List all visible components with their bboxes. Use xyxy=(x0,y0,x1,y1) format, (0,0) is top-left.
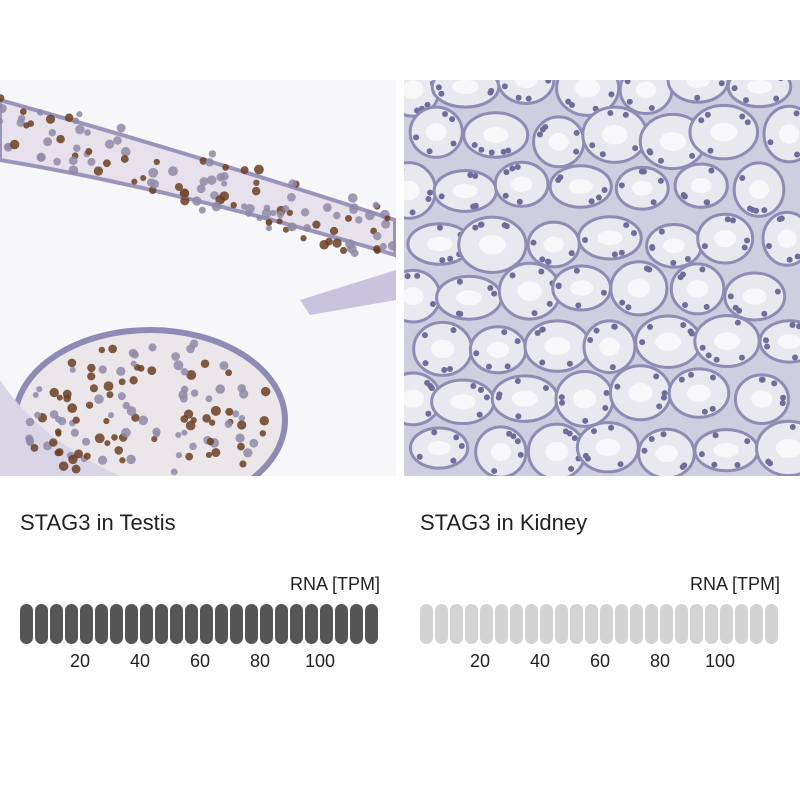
rna-bar-segment xyxy=(630,604,643,644)
tick-label: 100 xyxy=(704,651,736,671)
rna-bar-segment xyxy=(185,604,198,644)
tick-label: 20 xyxy=(69,651,91,671)
rna-bar-segment xyxy=(365,604,378,644)
rna-bar-segment xyxy=(555,604,568,644)
rna-bar-segment xyxy=(65,604,78,644)
rna-bar-segment xyxy=(615,604,628,644)
rna-bar-segment xyxy=(600,604,613,644)
kidney-title: STAG3 in Kidney xyxy=(420,510,588,535)
rna-bar-segment xyxy=(125,604,138,644)
rna-bar-segment xyxy=(690,604,703,644)
rna-bar-segment xyxy=(95,604,108,644)
rna-bar-segment xyxy=(230,604,243,644)
tick-label: 80 xyxy=(249,651,271,671)
rna-bar-segment xyxy=(50,604,63,644)
rna-bar-segment xyxy=(480,604,493,644)
rna-bar-segment xyxy=(735,604,748,644)
rna-bar-segment xyxy=(320,604,333,644)
rna-bar-segment xyxy=(335,604,348,644)
tick-label: 40 xyxy=(529,651,551,671)
rna-bar-segment xyxy=(705,604,718,644)
testis-rna-label: RNA [TPM] xyxy=(289,574,380,594)
tick-label: 40 xyxy=(129,651,151,671)
rna-bar-segment xyxy=(350,604,363,644)
rna-bar-segment xyxy=(660,604,673,644)
rna-bar-segment xyxy=(540,604,553,644)
rna-bar-segment xyxy=(275,604,288,644)
rna-bar-segment xyxy=(290,604,303,644)
rna-bar-segment xyxy=(110,604,123,644)
rna-bar-segment xyxy=(675,604,688,644)
testis-rna-bar xyxy=(20,604,378,644)
kidney-rna-bar xyxy=(420,604,778,644)
kidney-rna-label: RNA [TPM] xyxy=(689,574,780,594)
testis-title: STAG3 in Testis xyxy=(20,510,176,535)
rna-bar-segment xyxy=(35,604,48,644)
rna-bar-segment xyxy=(420,604,433,644)
rna-bar-segment xyxy=(465,604,478,644)
rna-bar-segment xyxy=(450,604,463,644)
testis-tissue-image xyxy=(0,80,396,476)
kidney-ticks: 20 40 60 80 100 xyxy=(420,651,780,673)
rna-bar-segment xyxy=(20,604,33,644)
rna-bar-segment xyxy=(200,604,213,644)
tick-label: 60 xyxy=(189,651,211,671)
rna-bar-segment xyxy=(495,604,508,644)
rna-bar-segment xyxy=(305,604,318,644)
rna-bar-segment xyxy=(155,604,168,644)
tick-label: 20 xyxy=(469,651,491,671)
tick-label: 80 xyxy=(649,651,671,671)
tick-label: 60 xyxy=(589,651,611,671)
rna-bar-segment xyxy=(170,604,183,644)
rna-bar-segment xyxy=(435,604,448,644)
rna-bar-segment xyxy=(245,604,258,644)
rna-bar-segment xyxy=(720,604,733,644)
testis-ticks: 20 40 60 80 100 xyxy=(20,651,380,673)
kidney-tissue-image xyxy=(404,80,800,476)
rna-bar-segment xyxy=(585,604,598,644)
tick-label: 100 xyxy=(304,651,336,671)
rna-bar-segment xyxy=(645,604,658,644)
rna-bar-segment xyxy=(80,604,93,644)
rna-bar-segment xyxy=(215,604,228,644)
rna-bar-segment xyxy=(765,604,778,644)
rna-bar-segment xyxy=(510,604,523,644)
rna-bar-segment xyxy=(570,604,583,644)
rna-bar-segment xyxy=(260,604,273,644)
rna-bar-segment xyxy=(750,604,763,644)
rna-bar-segment xyxy=(140,604,153,644)
rna-bar-segment xyxy=(525,604,538,644)
